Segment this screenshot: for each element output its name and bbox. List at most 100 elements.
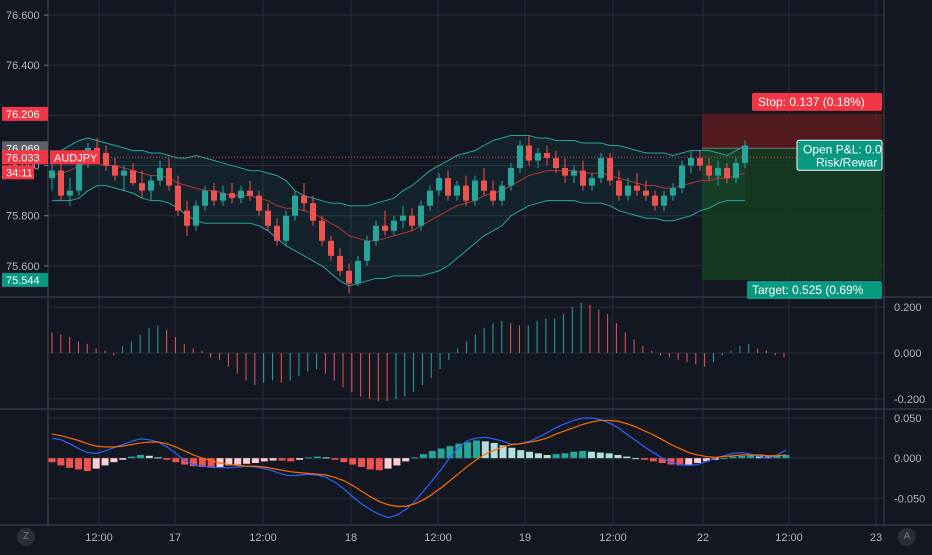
candle[interactable] xyxy=(130,163,136,186)
macd-hist-bar xyxy=(198,458,206,467)
time-tick-label: 18 xyxy=(345,532,357,544)
candle[interactable] xyxy=(544,145,550,166)
candle[interactable] xyxy=(715,160,721,186)
candle[interactable] xyxy=(463,175,469,206)
candle[interactable] xyxy=(364,235,370,266)
candle[interactable] xyxy=(535,148,541,169)
candle-body xyxy=(445,178,451,196)
macd-hist-bar xyxy=(481,441,489,459)
candle[interactable] xyxy=(490,180,496,206)
candle[interactable] xyxy=(283,210,289,246)
candle[interactable] xyxy=(247,180,253,201)
candle[interactable] xyxy=(274,218,280,246)
candles[interactable] xyxy=(49,135,748,294)
candle[interactable] xyxy=(238,185,244,204)
candle[interactable] xyxy=(562,158,568,184)
candle[interactable] xyxy=(409,208,415,231)
auto-scale-right-button[interactable]: A xyxy=(898,528,916,546)
candle[interactable] xyxy=(103,145,109,171)
auto-scale-left-button[interactable]: Z xyxy=(17,528,35,546)
stop-label-box[interactable] xyxy=(752,92,882,111)
candle[interactable] xyxy=(607,153,613,186)
candle[interactable] xyxy=(58,163,64,201)
candle[interactable] xyxy=(157,160,163,186)
candle[interactable] xyxy=(436,173,442,196)
candle[interactable] xyxy=(112,158,118,181)
pnl-box[interactable] xyxy=(796,139,883,171)
candle[interactable] xyxy=(571,165,577,184)
candle[interactable] xyxy=(301,183,307,211)
candle[interactable] xyxy=(553,150,559,174)
macd-hist-bar xyxy=(773,455,781,459)
candle[interactable] xyxy=(193,200,199,231)
candle[interactable] xyxy=(373,220,379,246)
candle[interactable] xyxy=(652,190,658,211)
candle[interactable] xyxy=(139,170,145,199)
position-labels[interactable]: Stop: 0.137 (0.18%) Target: 0.525 (0.69% O… xyxy=(747,92,883,299)
candle[interactable] xyxy=(472,175,478,206)
countdown-badge xyxy=(2,165,34,180)
candle[interactable] xyxy=(229,183,235,204)
candle[interactable] xyxy=(679,160,685,194)
candle[interactable] xyxy=(292,190,298,221)
candle[interactable] xyxy=(148,175,154,201)
candle[interactable] xyxy=(742,140,748,169)
macd-hist-bar xyxy=(446,446,454,459)
candle[interactable] xyxy=(310,195,316,226)
candle[interactable] xyxy=(643,180,649,201)
candle[interactable] xyxy=(337,248,343,276)
candle[interactable] xyxy=(391,215,397,236)
candle[interactable] xyxy=(49,160,55,191)
candle[interactable] xyxy=(418,200,424,231)
candle[interactable] xyxy=(598,153,604,184)
candle[interactable] xyxy=(589,173,595,191)
bollinger-upper xyxy=(51,134,746,207)
candle[interactable] xyxy=(445,170,451,201)
time-tick-label: 22 xyxy=(697,532,709,544)
candle[interactable] xyxy=(382,210,388,236)
candle[interactable] xyxy=(517,140,523,174)
candle[interactable] xyxy=(688,150,694,174)
candle[interactable] xyxy=(634,173,640,196)
candle[interactable] xyxy=(661,190,667,211)
macd-hist-bar xyxy=(534,453,542,459)
candle[interactable] xyxy=(499,180,505,206)
candle[interactable] xyxy=(328,235,334,261)
candle[interactable] xyxy=(121,165,127,191)
candle[interactable] xyxy=(508,163,514,191)
candle[interactable] xyxy=(526,135,532,166)
candle[interactable] xyxy=(616,170,622,201)
candle[interactable] xyxy=(697,150,703,171)
candle[interactable] xyxy=(202,185,208,211)
candle[interactable] xyxy=(355,255,361,286)
candle[interactable] xyxy=(400,205,406,229)
candle[interactable] xyxy=(670,183,676,201)
candle[interactable] xyxy=(724,163,730,184)
candle[interactable] xyxy=(427,185,433,211)
target-label-box[interactable] xyxy=(747,280,882,299)
candle[interactable] xyxy=(175,175,181,216)
candle-body xyxy=(724,168,730,179)
candle[interactable] xyxy=(256,190,262,216)
candle[interactable] xyxy=(625,178,631,201)
candle[interactable] xyxy=(454,180,460,201)
macd-hist-bar xyxy=(225,458,233,466)
candle[interactable] xyxy=(706,158,712,181)
candle[interactable] xyxy=(580,160,586,191)
candle[interactable] xyxy=(265,203,271,231)
macd-hist-bar xyxy=(649,458,657,462)
candle[interactable] xyxy=(166,158,172,191)
candle[interactable] xyxy=(346,263,352,294)
candle[interactable] xyxy=(319,215,325,246)
candle[interactable] xyxy=(67,178,73,206)
candle[interactable] xyxy=(184,200,190,236)
candle[interactable] xyxy=(211,183,217,206)
macd-panel xyxy=(48,417,790,519)
candle[interactable] xyxy=(733,158,739,184)
candle-body xyxy=(616,180,622,196)
candle[interactable] xyxy=(220,185,226,206)
candle[interactable] xyxy=(481,168,487,196)
macd-hist-bar xyxy=(260,458,268,462)
